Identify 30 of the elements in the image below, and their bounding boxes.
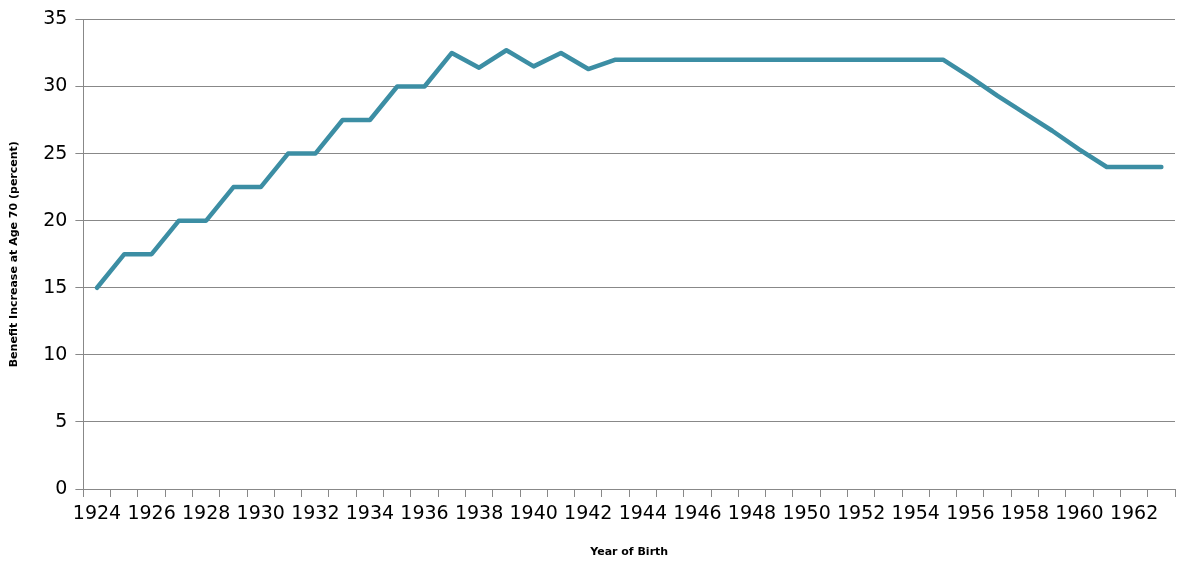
x-tick-label: 1924 bbox=[72, 501, 122, 524]
y-tick-label: 10 bbox=[43, 341, 68, 364]
y-tick-label: 35 bbox=[43, 6, 68, 29]
x-tick-label: 1954 bbox=[891, 501, 940, 524]
y-axis-title: Benefit Increase at Age 70 (percent) bbox=[7, 141, 21, 368]
y-tick-label: 15 bbox=[43, 274, 68, 297]
x-axis-title: Year of Birth bbox=[589, 545, 669, 559]
x-tick-label: 1956 bbox=[946, 501, 995, 524]
y-tick-label: 5 bbox=[55, 408, 68, 431]
x-tick-label: 1936 bbox=[400, 501, 449, 524]
x-tick-label: 1952 bbox=[836, 501, 886, 524]
x-tick-label: 1942 bbox=[564, 501, 613, 524]
x-tick-label: 1960 bbox=[1055, 501, 1104, 524]
x-tick-label: 1950 bbox=[782, 501, 831, 524]
x-tick-label: 1934 bbox=[345, 501, 395, 524]
x-tick-label: 1958 bbox=[1000, 501, 1050, 524]
x-tick-label: 1948 bbox=[727, 501, 777, 524]
x-tick-label: 1930 bbox=[236, 501, 285, 524]
x-tick-label: 1926 bbox=[127, 501, 176, 524]
y-tick-label: 20 bbox=[43, 207, 68, 230]
x-tick-label: 1946 bbox=[673, 501, 722, 524]
x-tick-label: 1928 bbox=[182, 501, 231, 524]
x-tick-label: 1938 bbox=[454, 501, 504, 524]
x-tick-label: 1932 bbox=[291, 501, 340, 524]
y-tick-label: 25 bbox=[43, 140, 68, 163]
x-tick-label: 1962 bbox=[1109, 501, 1159, 524]
y-tick-label: 30 bbox=[43, 73, 68, 96]
y-tick-label: 0 bbox=[55, 475, 68, 498]
x-tick-label: 1940 bbox=[509, 501, 558, 524]
x-tick-label: 1944 bbox=[618, 501, 668, 524]
